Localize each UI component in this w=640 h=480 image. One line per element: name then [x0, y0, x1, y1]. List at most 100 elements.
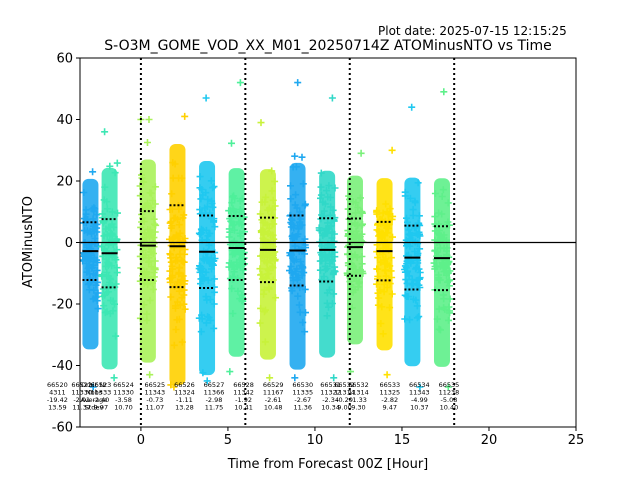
orbit-points-66532	[343, 149, 367, 376]
orbit-points-66522	[98, 128, 121, 382]
plot-date: Plot date: 2025-07-15 12:15:25	[378, 24, 567, 38]
y-tick-label: 0	[65, 236, 73, 251]
stats-nobs: 11324	[174, 389, 195, 397]
stats-std: 9.00	[337, 404, 351, 412]
stats-mean: -2.61	[265, 396, 282, 404]
stats-mean: -4.99	[411, 396, 428, 404]
y-tick-label: -60	[52, 421, 73, 436]
stats-nobs: 11343	[409, 389, 430, 397]
stats-mean: -2.98	[206, 396, 223, 404]
stats-header-label: Average	[81, 396, 108, 404]
stats-std: 10.48	[264, 404, 283, 412]
stats-orbit: 66527	[204, 381, 225, 389]
stats-std: 10.41	[234, 404, 253, 412]
stats-mean: -2.82	[381, 396, 398, 404]
stats-std: 9.47	[383, 404, 397, 412]
stats-orbit: 66525	[144, 381, 165, 389]
orbit-series-66532	[343, 149, 367, 376]
stats-std: 11.75	[205, 404, 224, 412]
orbit-series-66525	[136, 116, 160, 379]
stats-std: 9.30	[351, 404, 365, 412]
stats-header-label: Nobs	[86, 389, 103, 397]
stats-nobs: 11330	[71, 389, 92, 397]
stats-nobs: 11343	[144, 389, 165, 397]
y-tick-label: 20	[56, 175, 73, 190]
stats-mean: -1.11	[176, 396, 193, 404]
stats-std: 11.07	[146, 404, 165, 412]
x-tick-label: 25	[568, 433, 585, 448]
stats-nobs: 11314	[334, 389, 355, 397]
orbit-series-66527	[195, 94, 219, 385]
stats-mean: -2.34	[322, 396, 339, 404]
stats-orbit: 66529	[263, 381, 284, 389]
stats-mean: -19.42	[47, 396, 68, 404]
stats-mean: -5.08	[441, 396, 458, 404]
y-axis-label: ATOMinusNTO	[21, 196, 36, 288]
orbit-series-66533	[373, 146, 397, 379]
stats-header-label: Orbit Nr	[81, 381, 107, 389]
orbit-series-66522	[98, 128, 121, 382]
stats-std: 10.70	[114, 404, 133, 412]
stats-nobs: 11238	[439, 389, 460, 397]
stats-std: 11.36	[293, 404, 312, 412]
stats-nobs: 11167	[263, 389, 284, 397]
stats-std: 10.34	[321, 404, 340, 412]
orbit-points-66528	[225, 79, 248, 376]
stats-std: 11.37	[72, 404, 91, 412]
stats-mean: -0.20	[336, 396, 353, 404]
x-tick-label: 15	[394, 433, 411, 448]
stats-std: 10.37	[410, 404, 429, 412]
stats-std: 10.40	[440, 404, 459, 412]
stats-orbit: 66534	[409, 381, 430, 389]
stats-orbit: 66533	[379, 381, 400, 389]
stats-mean: -0.73	[146, 396, 163, 404]
stats-nobs: 11314	[348, 389, 369, 397]
orbit-series-66528	[225, 79, 248, 376]
y-tick-label: -20	[52, 298, 73, 313]
stats-orbit: 66532	[348, 381, 369, 389]
stats-std: 9.97	[94, 404, 108, 412]
orbit-points-66529	[256, 119, 279, 382]
x-tick-label: 0	[137, 433, 145, 448]
stats-nobs: 11330	[113, 389, 134, 397]
stats-nobs: 11366	[204, 389, 225, 397]
axes-layer: 0 5 10 15 20 25 -60 -40 -20 0 20 40 60	[52, 52, 585, 449]
x-tick-label: 10	[307, 433, 324, 448]
orbit-series-66535	[430, 88, 454, 391]
y-tick-label: 40	[56, 113, 73, 128]
y-tick-label: 60	[56, 52, 73, 67]
stats-std: 13.28	[175, 404, 194, 412]
x-tick-label: 20	[481, 433, 498, 448]
stats-orbit: 66528	[233, 381, 254, 389]
stats-nobs: 11325	[379, 389, 400, 397]
x-tick-label: 5	[224, 433, 232, 448]
stats-orbit: 66523	[91, 381, 112, 389]
stats-nobs: 11342	[233, 389, 254, 397]
stats-orbit: 66531	[320, 381, 341, 389]
stats-orbit: 66526	[174, 381, 195, 389]
stats-header-label: Stdev	[85, 404, 104, 412]
stats-nobs: 11335	[292, 389, 313, 397]
stats-orbit: 66522	[71, 381, 92, 389]
x-axis-label: Time from Forecast 00Z [Hour]	[227, 457, 429, 472]
stats-orbit: 66520	[47, 381, 68, 389]
stats-std: 13.59	[48, 404, 67, 412]
stats-mean: -2.40	[92, 396, 109, 404]
stats-orbit: 66532	[334, 381, 355, 389]
